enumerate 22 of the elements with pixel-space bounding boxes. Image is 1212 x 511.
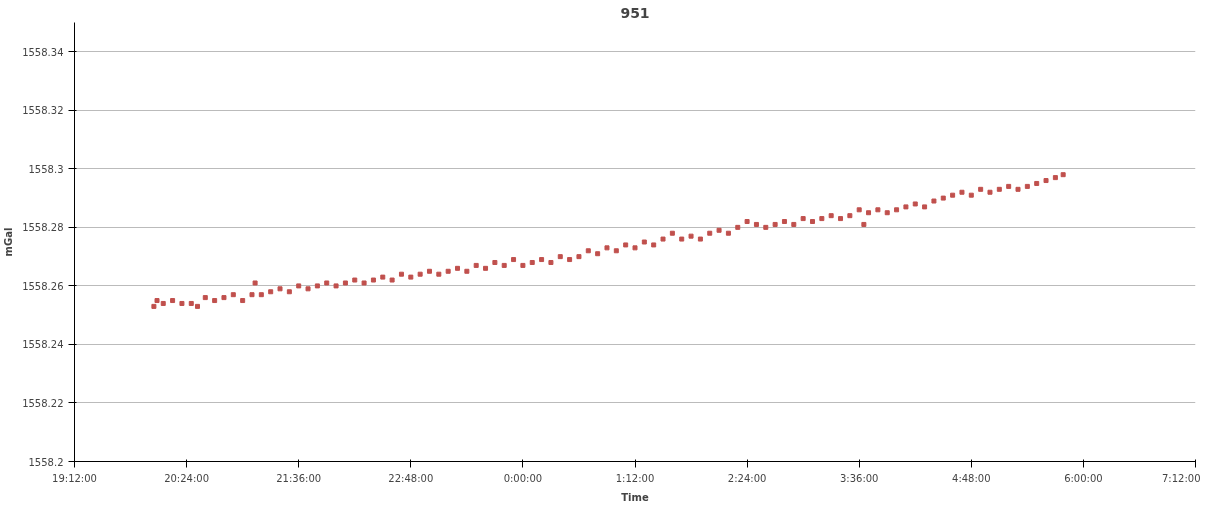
y-tick-label: 1558.22	[22, 397, 64, 409]
y-tick-label: 1558.28	[22, 222, 64, 234]
y-tick-label: 1558.34	[22, 46, 64, 58]
x-tick-label: 3:36:00	[839, 472, 879, 484]
y-tick-label: 1558.26	[22, 280, 64, 292]
chart-title: 951	[620, 4, 650, 21]
x-axis-title: Time	[621, 491, 649, 503]
y-tick-label: 1558.24	[22, 339, 64, 351]
x-tick-label: 0:00:00	[503, 472, 543, 484]
x-tick-label: 20:24:00	[164, 472, 210, 484]
y-tick-label: 1558.3	[28, 163, 64, 175]
x-tick-label: 4:48:00	[952, 472, 991, 484]
x-tick-label: 2:24:00	[727, 472, 767, 484]
x-tick-label: 22:48:00	[388, 472, 434, 484]
x-tick-label: 1:12:00	[615, 472, 655, 484]
x-tick-label: 6:00:00	[1064, 472, 1103, 484]
x-tick-label: 21:36:00	[276, 472, 322, 484]
y-tick-label: 1558.2	[28, 456, 64, 468]
x-tick-label: 19:12:00	[52, 472, 97, 484]
x-tick-label: 7:12:00	[1161, 472, 1201, 484]
y-axis-title: mGal	[3, 227, 15, 257]
y-tick-label: 1558.32	[22, 105, 64, 117]
